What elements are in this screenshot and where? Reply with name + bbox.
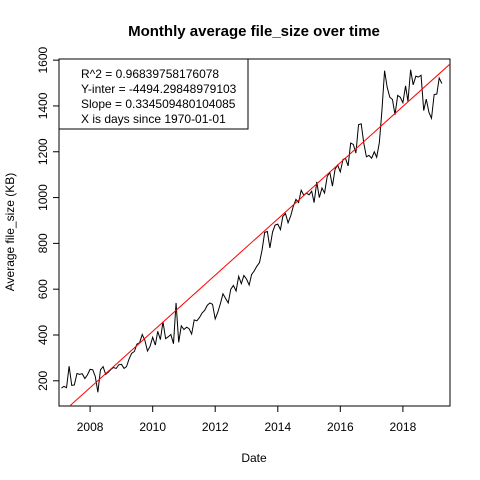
legend-x-note: X is days since 1970-01-01	[81, 112, 226, 126]
y-tick-label: 1600	[36, 46, 50, 73]
y-tick-label: 1200	[36, 138, 50, 165]
x-axis-label: Date	[241, 451, 267, 465]
x-tick-label: 2010	[139, 420, 166, 434]
series-group	[61, 63, 450, 406]
y-tick-label: 800	[36, 233, 50, 253]
chart-title: Monthly average file_size over time	[128, 23, 380, 40]
regression-line	[68, 63, 450, 406]
x-tick-label: 2008	[77, 420, 104, 434]
x-axis: 2008 2010 2012 2014 2016 2018	[77, 405, 417, 434]
y-tick-label: 1000	[36, 184, 50, 211]
y-tick-label: 400	[36, 325, 50, 345]
legend-r-squared: R^2 = 0.96839758176078	[81, 67, 219, 81]
y-tick-label: 200	[36, 370, 50, 390]
y-tick-label: 600	[36, 279, 50, 299]
series-layer	[61, 63, 450, 406]
monthly-average-line	[61, 69, 443, 393]
y-tick-label: 1400	[36, 92, 50, 119]
legend-y-intercept: Y-inter = -4494.29848979103	[81, 82, 237, 96]
legend: R^2 = 0.96839758176078 Y-inter = -4494.2…	[58, 58, 249, 130]
legend-slope: Slope = 0.334509480104085	[81, 97, 236, 111]
x-tick-label: 2018	[390, 420, 417, 434]
x-tick-label: 2016	[327, 420, 354, 434]
x-tick-label: 2014	[264, 420, 291, 434]
y-axis: 200 400 600 800 1000 1200 1400 1600	[36, 46, 60, 391]
legend-box	[58, 58, 249, 130]
x-tick-label: 2012	[202, 420, 229, 434]
y-axis-label: Average file_size (KB)	[3, 173, 17, 292]
